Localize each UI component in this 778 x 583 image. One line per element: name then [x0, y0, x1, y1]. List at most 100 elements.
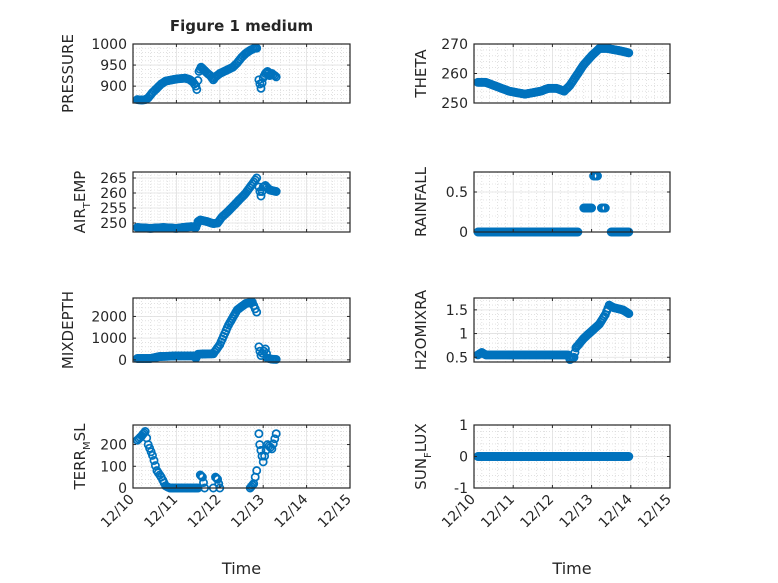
y-tick-label: 1000	[91, 331, 127, 347]
data-point	[569, 352, 579, 362]
y-tick-label: 250	[441, 96, 468, 112]
x-tick-label: 12/11	[478, 492, 518, 532]
data-point	[252, 466, 262, 476]
axes-box	[473, 171, 671, 233]
data-point	[270, 71, 280, 81]
x-tick-label: 12/14	[272, 491, 312, 531]
data-point	[260, 344, 270, 354]
data-point	[252, 43, 262, 53]
data-point	[268, 439, 278, 449]
y-axis-label: MIXDEPTH	[59, 291, 77, 369]
data-point	[192, 85, 202, 94]
y-tick-label: -1	[454, 481, 468, 497]
subplot-pressure: 900 950 1000 PRESSURE Figure 1 medium	[59, 17, 351, 113]
data-point	[214, 479, 224, 489]
data-point	[197, 472, 207, 482]
data-point	[148, 450, 157, 460]
y-tick-label: 900	[100, 79, 127, 95]
x-tick-label: 12/10	[98, 492, 138, 532]
subplot-mixdepth: 0 1000 2000 MIXDEPTH	[59, 291, 351, 369]
y-tick-label: 250	[100, 216, 127, 232]
axes-box	[473, 297, 671, 363]
data-point	[271, 72, 281, 82]
subplot-rainfall: 0 0.5 RAINFALL	[412, 166, 671, 241]
subplot-h2omixra: 0.5 1 1.5 H2OMIXRA	[412, 289, 671, 370]
x-tick-label: 12/12	[517, 492, 557, 532]
x-axis-label: Time	[221, 559, 261, 578]
y-tick-label: 0.5	[446, 185, 468, 201]
y-axis-label: TERRMSL	[71, 423, 93, 491]
y-tick-label: 270	[441, 37, 468, 53]
subplot-terr: 12/10 12/11 12/12 12/13 12/14 12/15 0 100 200 TER…	[71, 423, 355, 532]
data-point	[193, 76, 203, 85]
axes-box	[132, 297, 351, 363]
data-point	[256, 83, 266, 93]
subplot-sun: 12/10 12/11 12/12 12/13 12/14 12/15 -1 0 1 SUNFLU…	[412, 418, 675, 531]
y-tick-label: 1.5	[446, 303, 468, 319]
data-point	[270, 434, 280, 444]
y-tick-label: 1	[459, 418, 468, 434]
y-axis-label: PRESSURE	[59, 34, 77, 113]
data-point	[271, 354, 281, 364]
y-tick-label: 0	[118, 481, 127, 497]
y-tick-label: 255	[100, 201, 127, 217]
x-tick-label: 12/12	[185, 492, 225, 532]
y-tick-label: 0	[459, 450, 468, 466]
y-tick-label: 0	[118, 353, 127, 369]
axes-box	[132, 424, 351, 489]
y-axis-label: H2OMIXRA	[412, 289, 430, 370]
data-point	[248, 480, 257, 490]
y-axis-label: THETA	[412, 49, 430, 99]
data-point	[150, 461, 160, 471]
x-tick-label: 12/13	[228, 492, 268, 532]
axes-box	[132, 171, 351, 233]
y-tick-label: 265	[100, 171, 127, 187]
data-point	[271, 429, 281, 439]
y-tick-label: 1	[459, 327, 468, 343]
data-point	[624, 48, 634, 58]
x-tick-label: 12/10	[439, 492, 479, 532]
data-point	[252, 307, 262, 317]
y-axis-label: AIRTEMP	[71, 171, 93, 234]
data-point	[252, 173, 262, 183]
data-point	[267, 444, 277, 454]
y-axis-label: SUNFLUX	[412, 423, 434, 489]
y-tick-label: 100	[100, 459, 127, 475]
data-point	[212, 473, 221, 483]
y-tick-label: 1000	[91, 37, 127, 53]
x-axis-label: Time	[551, 559, 591, 578]
x-tick-label: 12/11	[141, 492, 181, 532]
data-point	[254, 429, 264, 439]
data-point	[624, 452, 634, 461]
y-tick-label: 0.5	[446, 350, 468, 366]
data-point	[587, 203, 597, 213]
data-point	[256, 191, 266, 201]
data-point	[213, 474, 223, 484]
data-point	[149, 456, 159, 465]
data-point	[250, 175, 260, 185]
data-point	[260, 451, 270, 461]
data-point	[271, 187, 281, 196]
y-tick-label: 950	[100, 58, 127, 74]
chart-title: Figure 1 medium	[170, 17, 313, 35]
y-tick-label: 200	[100, 438, 127, 454]
x-tick-label: 12/15	[315, 492, 355, 532]
axes-box	[132, 43, 351, 104]
y-tick-label: 0	[459, 225, 468, 241]
data-point	[195, 470, 205, 480]
y-tick-label: 260	[441, 67, 468, 83]
axes-background	[474, 172, 670, 232]
y-tick-label: 260	[100, 186, 127, 202]
x-tick-label: 12/14	[596, 491, 636, 531]
x-tick-label: 12/13	[557, 492, 597, 532]
axes-background	[133, 425, 350, 488]
data-point	[258, 457, 268, 467]
y-tick-label: 2000	[91, 309, 127, 325]
data-point	[199, 478, 208, 488]
y-axis-label: RAINFALL	[412, 166, 430, 237]
data-point	[624, 309, 634, 319]
subplot-theta: 250 260 270 THETA	[412, 37, 671, 112]
x-tick-label: 12/15	[635, 492, 675, 532]
